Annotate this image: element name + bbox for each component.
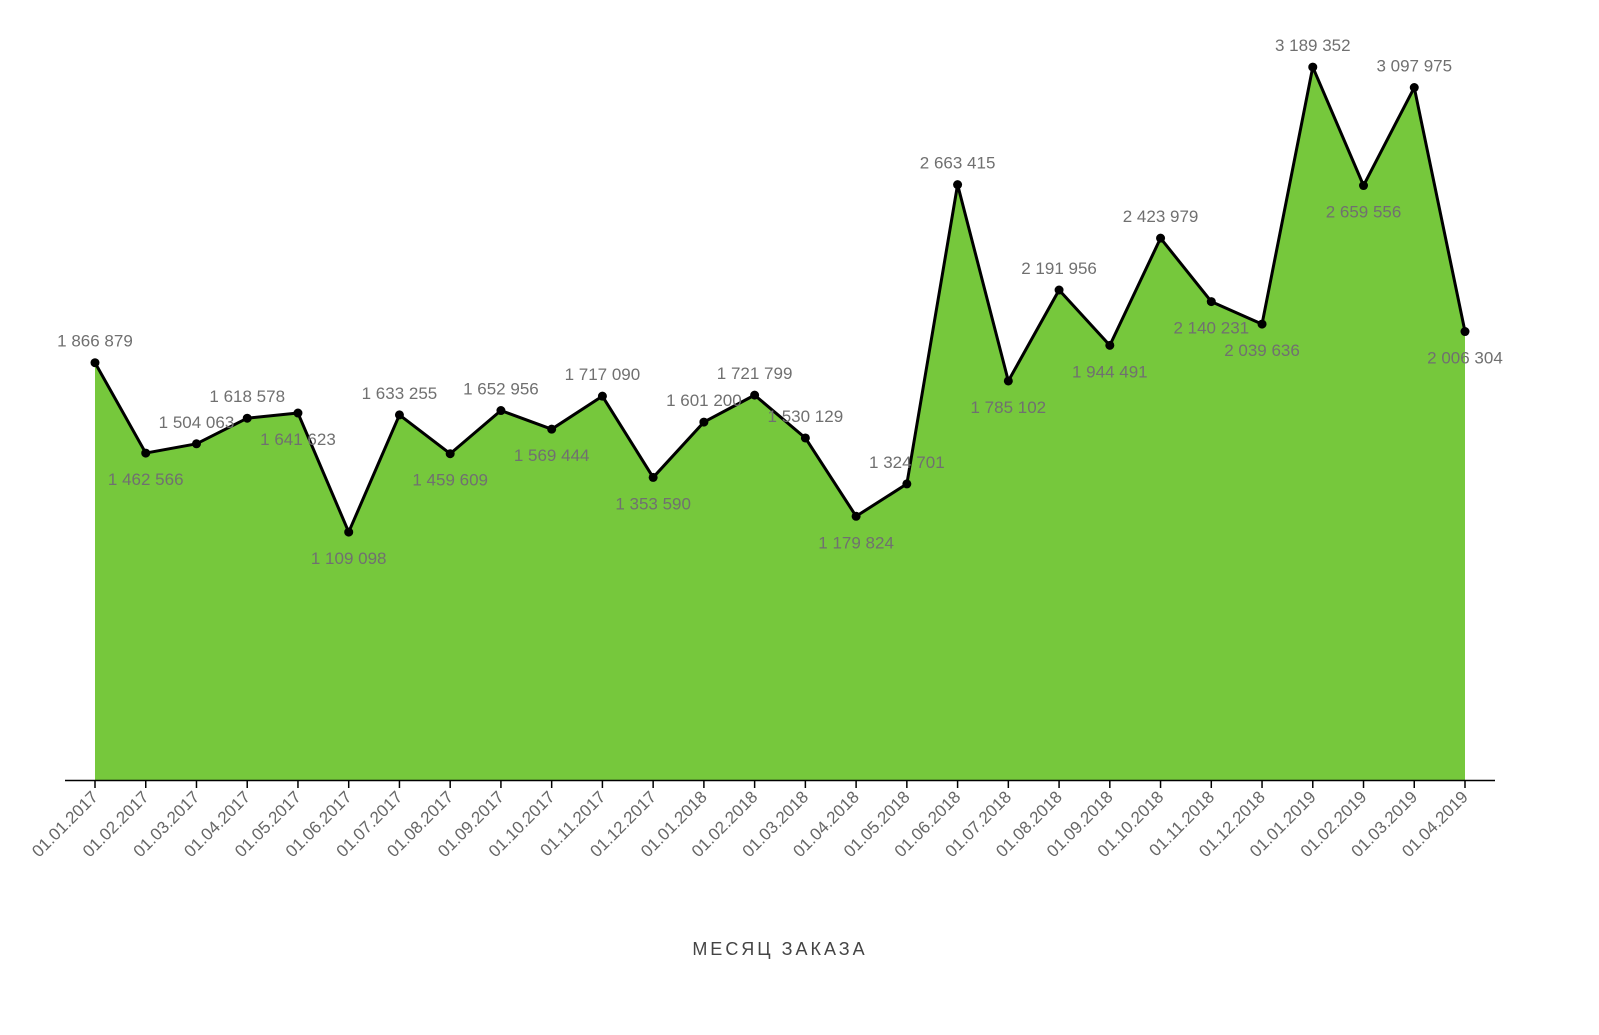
data-label: 1 618 578 <box>209 387 285 406</box>
data-label: 2 140 231 <box>1173 319 1249 338</box>
data-marker <box>395 410 404 419</box>
data-label: 2 663 415 <box>920 154 996 173</box>
data-marker <box>953 180 962 189</box>
data-label: 1 179 824 <box>818 533 894 552</box>
data-marker <box>91 358 100 367</box>
data-marker <box>141 449 150 458</box>
data-marker <box>547 425 556 434</box>
data-marker <box>1105 341 1114 350</box>
x-axis-title: МЕСЯЦ ЗАКАЗА <box>692 939 867 959</box>
data-marker <box>496 406 505 415</box>
data-marker <box>902 479 911 488</box>
data-marker <box>1207 297 1216 306</box>
area-chart: 01.01.20171 866 87901.02.20171 462 56601… <box>0 0 1599 1035</box>
data-label: 1 944 491 <box>1072 362 1148 381</box>
data-marker <box>1308 63 1317 72</box>
data-label: 2 006 304 <box>1427 349 1503 368</box>
data-label: 2 659 556 <box>1326 203 1402 222</box>
data-marker <box>243 414 252 423</box>
data-marker <box>1359 181 1368 190</box>
data-label: 1 641 623 <box>260 430 336 449</box>
chart-svg: 01.01.20171 866 87901.02.20171 462 56601… <box>0 0 1599 1035</box>
data-marker <box>1410 83 1419 92</box>
data-marker <box>1461 327 1470 336</box>
data-marker <box>1004 376 1013 385</box>
data-marker <box>852 512 861 521</box>
data-label: 1 569 444 <box>514 446 590 465</box>
data-label: 1 504 063 <box>159 413 235 432</box>
data-label: 1 459 609 <box>412 471 488 490</box>
data-label: 1 717 090 <box>565 365 641 384</box>
data-marker <box>446 449 455 458</box>
data-label: 1 866 879 <box>57 332 133 351</box>
data-label: 2 039 636 <box>1224 341 1300 360</box>
data-marker <box>801 433 810 442</box>
data-marker <box>1055 286 1064 295</box>
data-label: 2 191 956 <box>1021 259 1097 278</box>
data-label: 1 109 098 <box>311 549 387 568</box>
data-label: 1 530 129 <box>768 407 844 426</box>
data-label: 1 601 200 <box>666 391 742 410</box>
data-label: 1 785 102 <box>971 398 1047 417</box>
data-marker <box>293 409 302 418</box>
data-label: 1 652 956 <box>463 380 539 399</box>
data-label: 1 324 701 <box>869 453 945 472</box>
data-marker <box>344 528 353 537</box>
data-label: 3 097 975 <box>1376 57 1452 76</box>
data-marker <box>750 391 759 400</box>
data-label: 3 189 352 <box>1275 36 1351 55</box>
data-marker <box>192 439 201 448</box>
data-label: 1 353 590 <box>615 494 691 513</box>
data-marker <box>649 473 658 482</box>
data-marker <box>598 392 607 401</box>
data-marker <box>1258 320 1267 329</box>
data-marker <box>1156 234 1165 243</box>
data-label: 1 721 799 <box>717 364 793 383</box>
data-label: 1 633 255 <box>362 384 438 403</box>
data-marker <box>699 418 708 427</box>
data-label: 1 462 566 <box>108 470 184 489</box>
data-label: 2 423 979 <box>1123 207 1199 226</box>
